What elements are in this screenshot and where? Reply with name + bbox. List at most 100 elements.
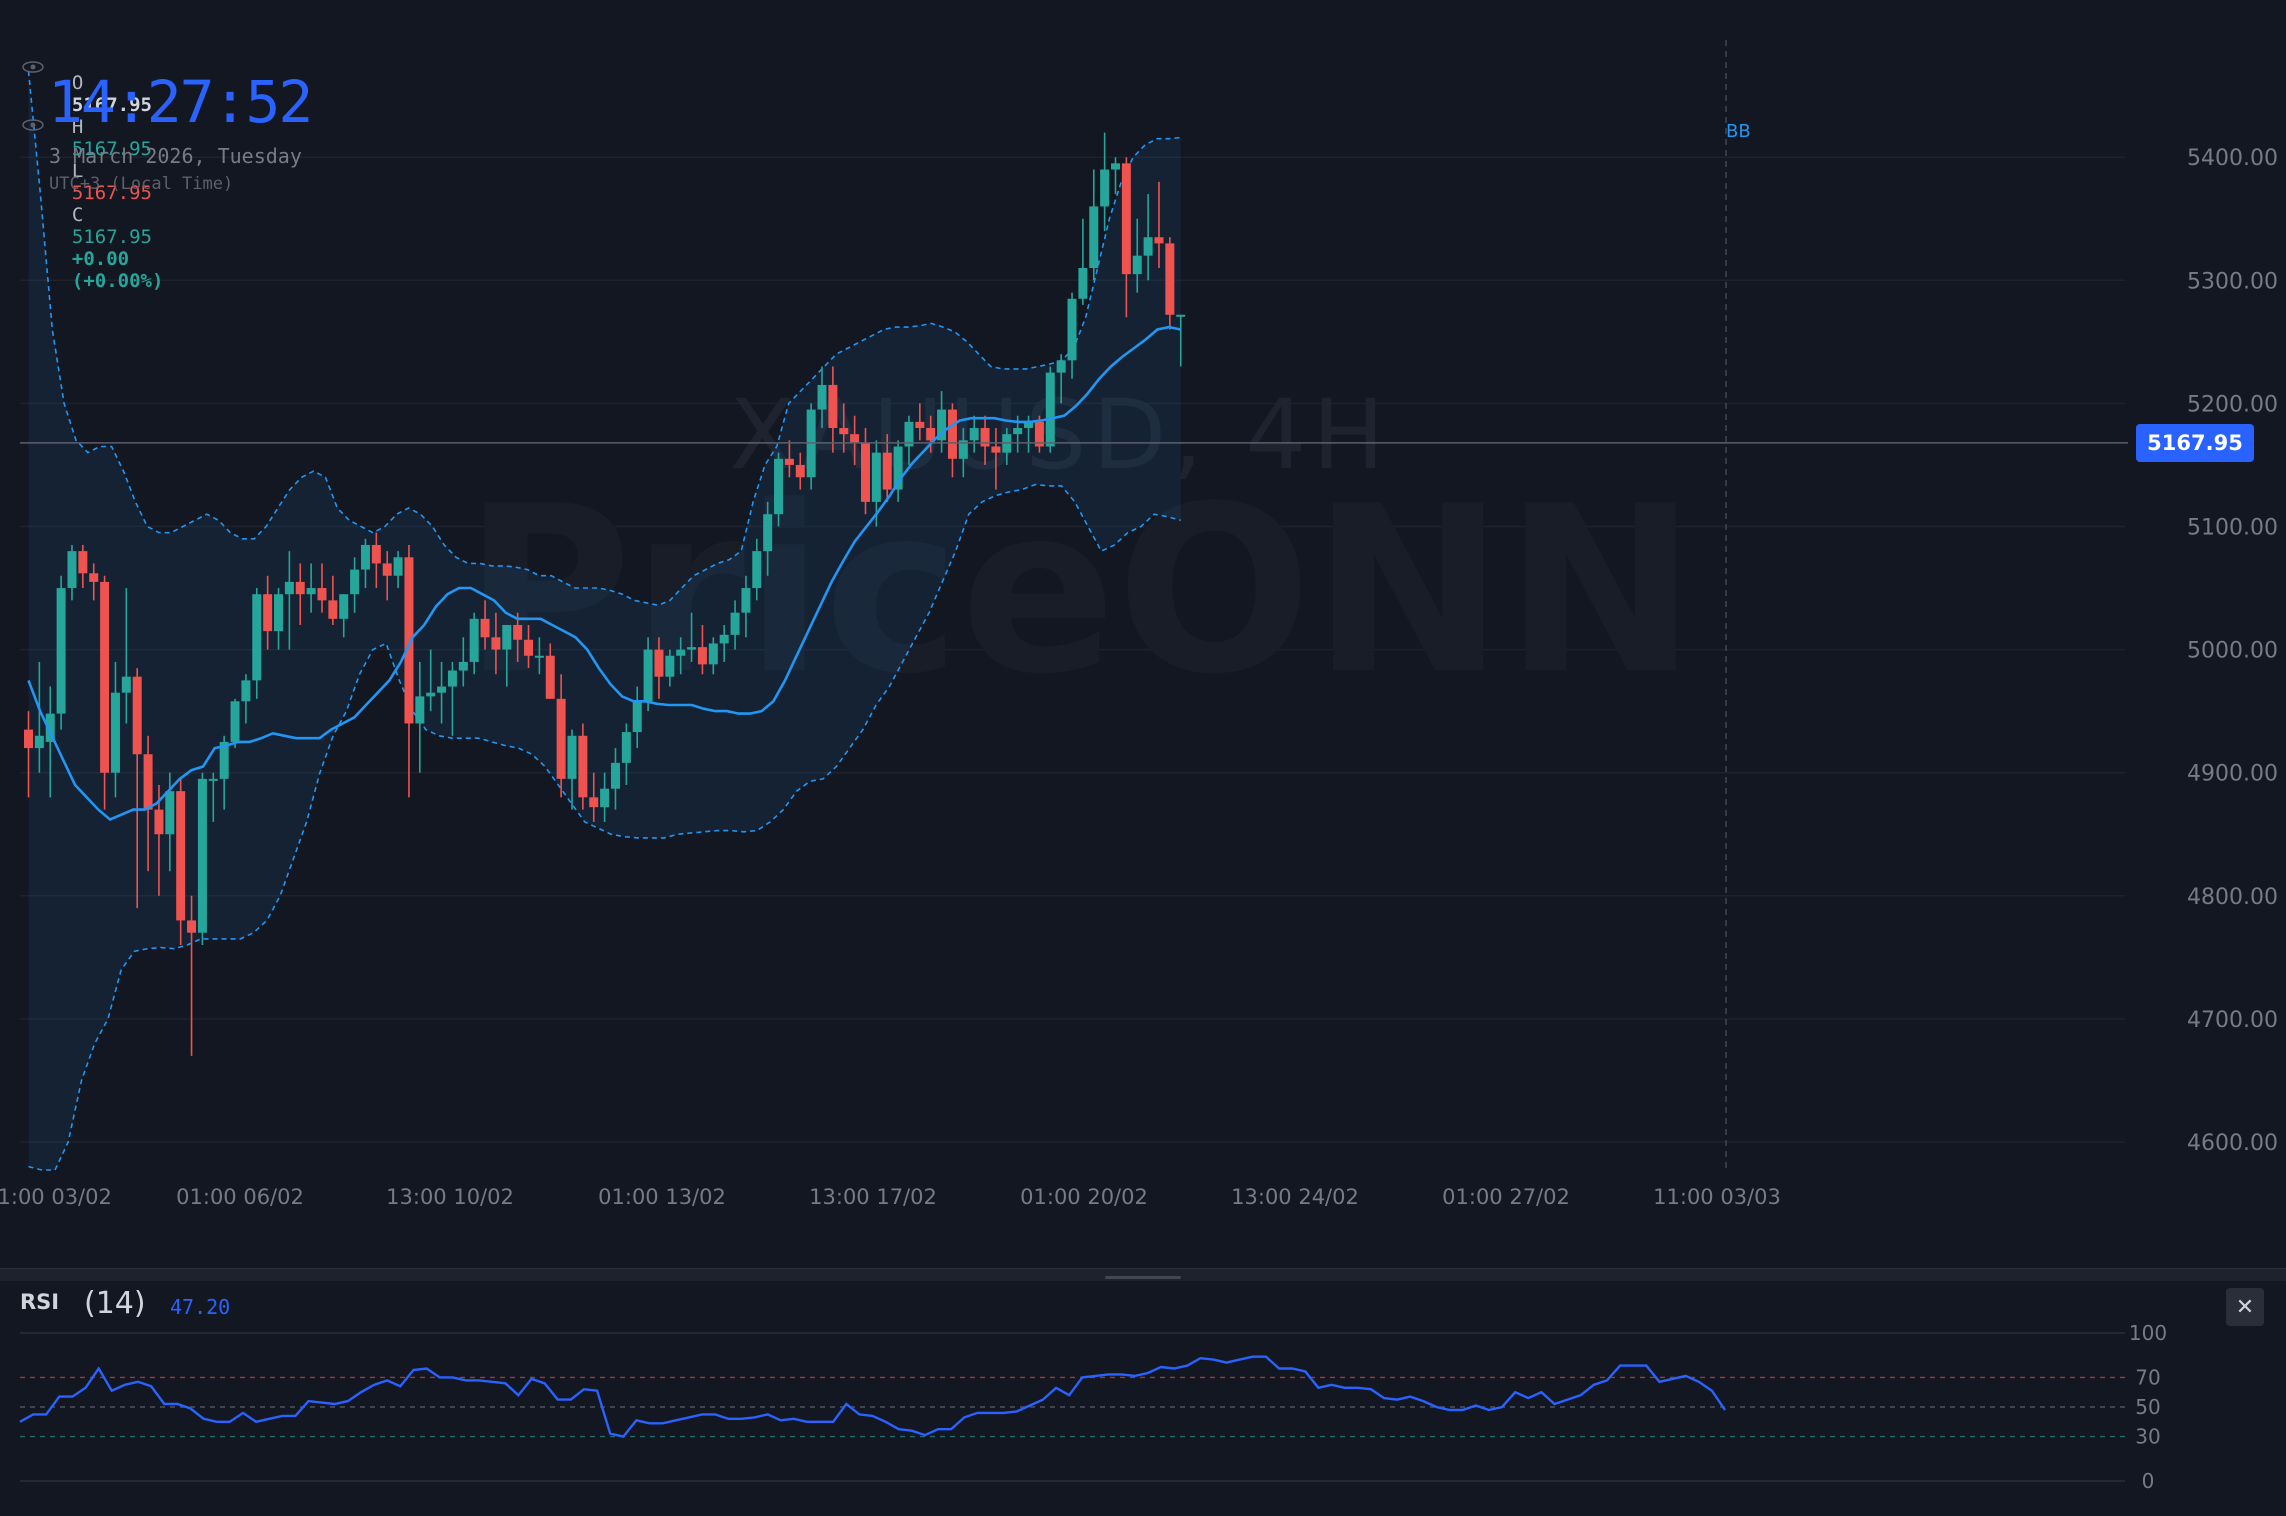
- rsi-level-label: 50: [2135, 1395, 2160, 1419]
- candle-body: [371, 544, 381, 564]
- candle-body: [480, 618, 490, 638]
- candle-body: [143, 754, 153, 810]
- candle-body: [1132, 255, 1142, 275]
- candle-body: [100, 581, 110, 773]
- candle-body: [1089, 206, 1099, 268]
- candle-body: [697, 647, 707, 665]
- candle-body: [774, 458, 784, 515]
- candle-body: [121, 676, 131, 693]
- candle-body: [567, 735, 577, 779]
- rsi-value: 47.20: [170, 1295, 231, 1319]
- candle-body: [350, 569, 360, 595]
- candle-body: [295, 581, 305, 595]
- candle-body: [871, 452, 881, 502]
- clock: 14:27:52: [48, 68, 313, 136]
- eye-icon[interactable]: [22, 119, 44, 131]
- x-tick-label: 01:00 06/02: [176, 1185, 304, 1209]
- ohlc-readout: O 5167.95 H 5167.95 L 5167.95 C 5167.95 …: [49, 50, 259, 292]
- candle-body: [56, 588, 66, 714]
- candle-body: [947, 409, 957, 459]
- y-tick-label: 5000.00: [2187, 639, 2278, 664]
- candle-body: [187, 920, 197, 933]
- eye-icon[interactable]: [22, 61, 44, 73]
- brand-watermark: PriceONN: [463, 458, 1697, 725]
- candle-body: [1078, 267, 1088, 299]
- candle-body: [1165, 243, 1175, 315]
- candle-body: [502, 624, 512, 650]
- x-tick-label: 01:00 03/02: [0, 1185, 112, 1209]
- candle-body: [469, 618, 479, 662]
- candle-body: [893, 446, 903, 490]
- candle-body: [860, 442, 870, 502]
- candle-body: [1045, 372, 1055, 447]
- candle-body: [317, 588, 327, 601]
- high-value: 5167.95: [71, 138, 152, 160]
- symbol-watermark: XAUUSD, 4H: [729, 379, 1390, 491]
- candle-body: [850, 434, 860, 443]
- bb-label: BB: [1726, 121, 1751, 142]
- rsi-label: RSI: [20, 1290, 60, 1314]
- candle-body: [621, 732, 631, 763]
- candle-body: [1143, 237, 1153, 256]
- close-icon[interactable]: ✕: [2226, 1288, 2264, 1326]
- candle-body: [1100, 169, 1110, 207]
- candle-body: [991, 446, 1001, 453]
- candle-body: [382, 563, 392, 576]
- candle-body: [110, 692, 120, 773]
- bb-middle-line: [27, 325, 1181, 822]
- candle-body: [404, 557, 414, 724]
- candle-body: [687, 647, 697, 650]
- candle-body: [447, 670, 457, 687]
- candle-body: [89, 573, 99, 582]
- candle-body: [643, 649, 653, 702]
- candle-body: [980, 428, 990, 447]
- candle-body: [274, 594, 284, 632]
- candle-body: [165, 791, 175, 835]
- candle-body: [513, 624, 523, 640]
- candle-body: [458, 661, 468, 671]
- change-value: +0.00: [71, 248, 130, 270]
- candle-body: [1013, 428, 1023, 435]
- candle-body: [176, 791, 186, 921]
- pane-divider[interactable]: [0, 1268, 2286, 1281]
- candle-body: [252, 594, 262, 681]
- pane-resize-handle[interactable]: [1105, 1276, 1181, 1279]
- candle-body: [1024, 421, 1034, 429]
- candle-body: [600, 788, 610, 808]
- candle-body: [839, 428, 849, 435]
- bb-upper-line: [27, 70, 1181, 607]
- candle-body: [1176, 314, 1186, 317]
- open-value: 5167.95: [71, 94, 152, 116]
- candle-body: [241, 680, 251, 702]
- candle-body: [208, 778, 218, 781]
- candle-body: [817, 384, 827, 410]
- candle-body: [915, 421, 925, 429]
- x-tick-label: 01:00 13/02: [598, 1185, 726, 1209]
- candle-body: [45, 713, 55, 742]
- x-tick-label: 01:00 27/02: [1442, 1185, 1570, 1209]
- bb-lower-line: [28, 483, 1181, 1171]
- candle-body: [958, 440, 968, 459]
- low-label: L: [71, 160, 84, 182]
- candle-body: [632, 701, 642, 733]
- candle-body: [610, 762, 620, 789]
- candle-body: [828, 384, 838, 429]
- x-tick-label: 11:00 03/03: [1653, 1185, 1781, 1209]
- rsi-line: [19, 1355, 1726, 1438]
- bb-fill: [28, 71, 1181, 1170]
- candle-body: [360, 544, 370, 570]
- candle-body: [328, 600, 338, 619]
- candle-body: [132, 676, 142, 755]
- x-tick-label: 13:00 17/02: [809, 1185, 937, 1209]
- candle-body: [882, 452, 892, 490]
- candle-body: [708, 643, 718, 665]
- candle-body: [154, 809, 164, 835]
- candle-body: [67, 551, 77, 589]
- x-tick-label: 13:00 10/02: [386, 1185, 514, 1209]
- candle-body: [524, 639, 534, 656]
- close-label: C: [71, 204, 84, 226]
- candle-body: [926, 428, 936, 441]
- change-percent: (+0.00%): [71, 270, 164, 292]
- candle-body: [1067, 298, 1077, 361]
